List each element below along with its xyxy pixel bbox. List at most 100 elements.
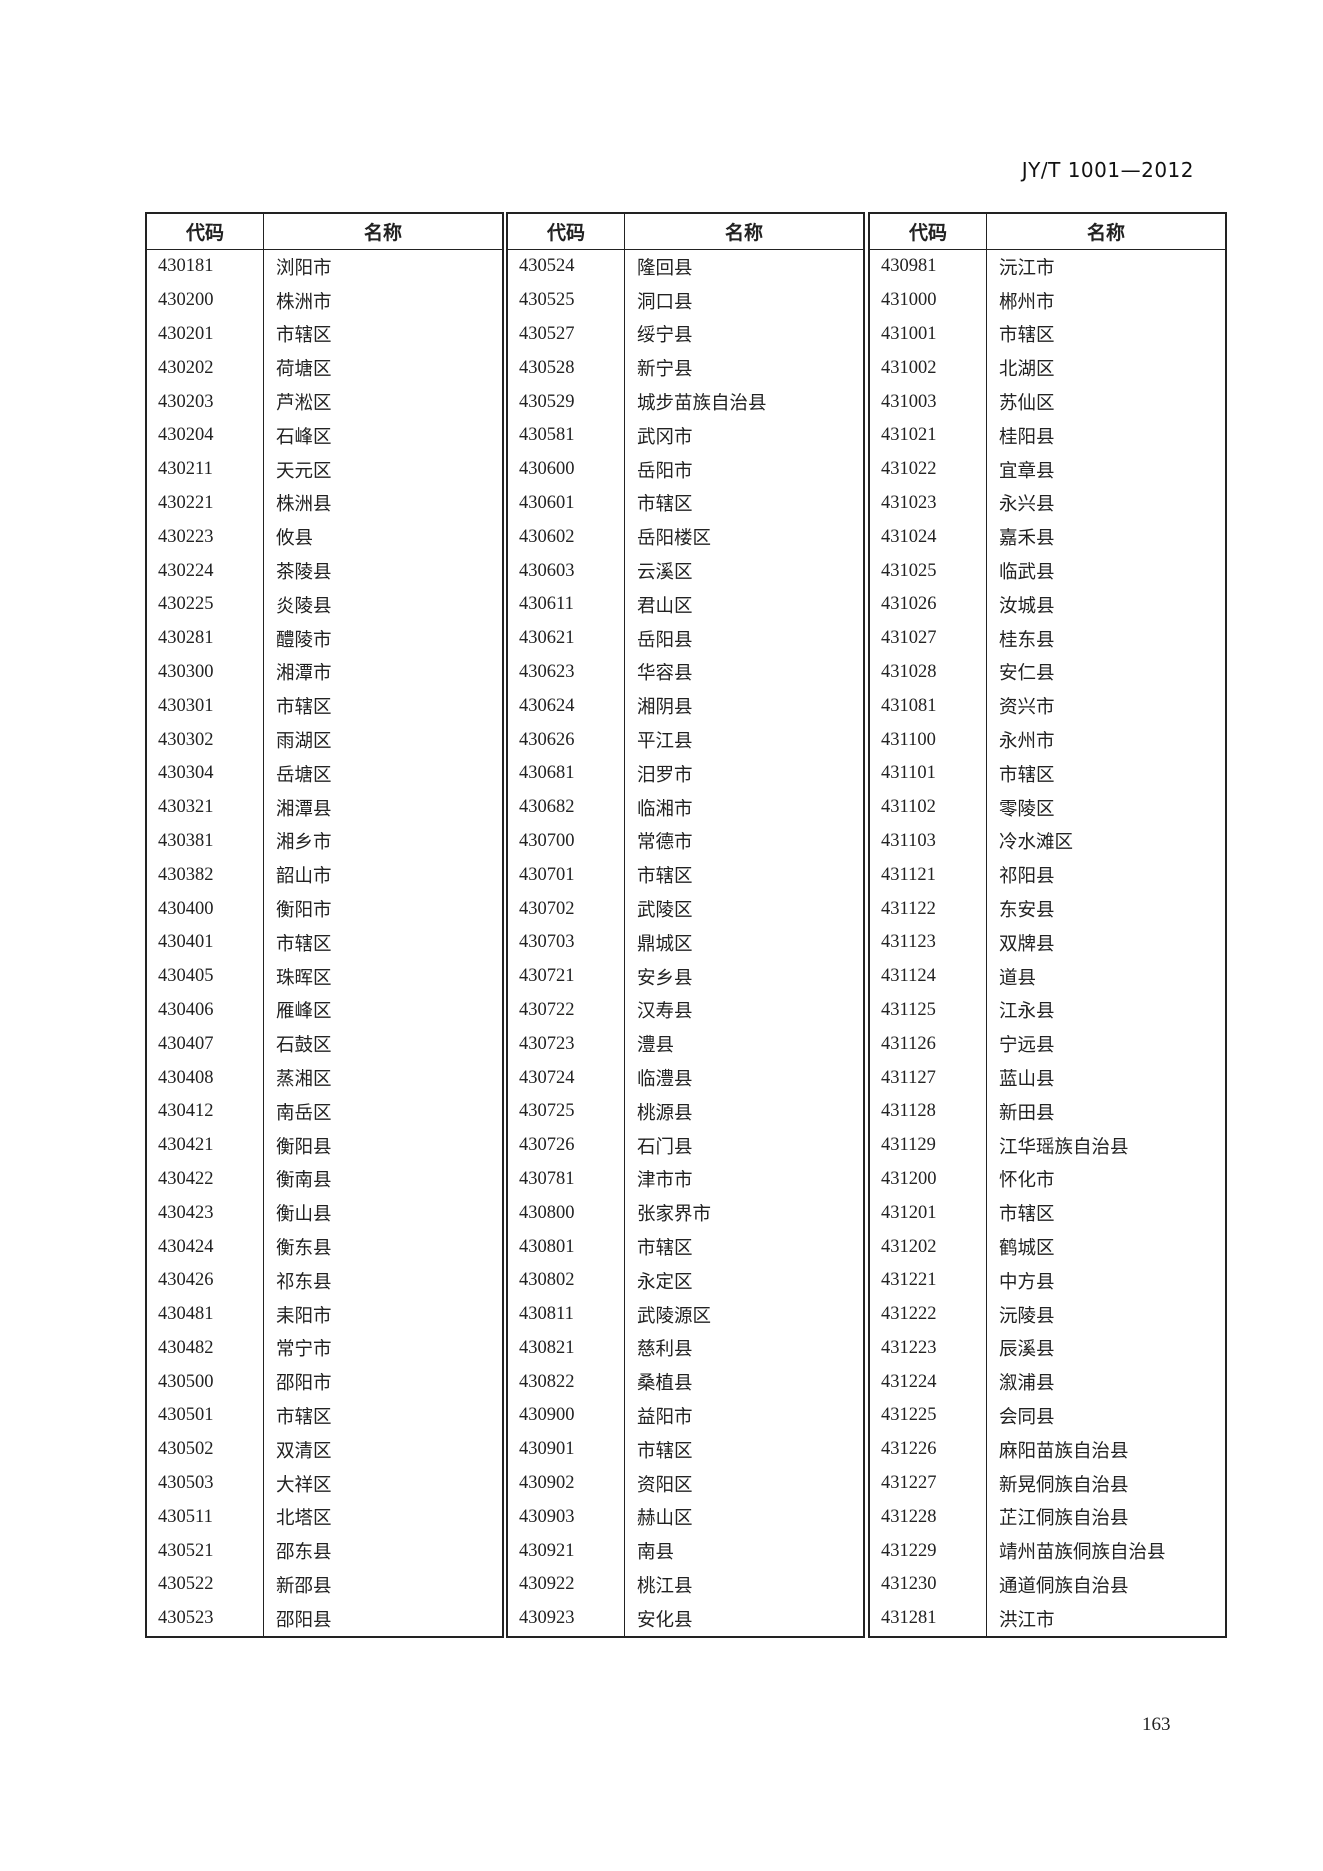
table-row: 430901 市辖区 bbox=[507, 1432, 864, 1467]
name-cell: 临武县 bbox=[999, 562, 1055, 584]
code-cell: 430603 bbox=[507, 554, 625, 588]
column-header-code: 代码 bbox=[146, 213, 264, 250]
table-row: 430623 华容县 bbox=[507, 655, 864, 690]
name-cell: 平江县 bbox=[637, 731, 693, 753]
table-row: 430781 津市市 bbox=[507, 1162, 864, 1197]
name-cell: 市辖区 bbox=[999, 764, 1055, 786]
code-cell: 430421 bbox=[146, 1128, 264, 1163]
code-cell: 430521 bbox=[146, 1534, 264, 1569]
name-cell: 新邵县 bbox=[276, 1575, 332, 1597]
name-cell: 蓝山县 bbox=[999, 1069, 1055, 1091]
code-cell: 431221 bbox=[869, 1263, 987, 1298]
table-row: 430702 武陵区 bbox=[507, 892, 864, 926]
header-row: 代码 名称 bbox=[146, 213, 503, 250]
name-cell: 市辖区 bbox=[276, 1406, 332, 1428]
table-row: 430204 石峰区 bbox=[146, 418, 503, 453]
table-row: 430581 武冈市 bbox=[507, 418, 864, 453]
code-cell: 431228 bbox=[869, 1500, 987, 1535]
table-row: 430503 大祥区 bbox=[146, 1466, 503, 1501]
code-cell: 431230 bbox=[869, 1568, 987, 1602]
name-cell: 冷水滩区 bbox=[999, 832, 1074, 854]
name-cell: 慈利县 bbox=[637, 1339, 693, 1361]
name-cell: 醴陵市 bbox=[276, 629, 332, 651]
name-cell: 鼎城区 bbox=[637, 933, 693, 955]
name-cell: 益阳市 bbox=[637, 1406, 693, 1428]
table-row: 431200 怀化市 bbox=[869, 1162, 1226, 1197]
name-cell: 攸县 bbox=[276, 528, 314, 550]
table-row: 431024 嘉禾县 bbox=[869, 520, 1226, 555]
code-cell: 430900 bbox=[507, 1399, 625, 1433]
table-row: 430407 石鼓区 bbox=[146, 1027, 503, 1062]
name-cell: 桂东县 bbox=[999, 629, 1055, 651]
name-cell: 市辖区 bbox=[276, 697, 332, 719]
table-row: 430681 汨罗市 bbox=[507, 756, 864, 791]
name-cell: 岳阳县 bbox=[637, 629, 693, 651]
code-cell: 430525 bbox=[507, 283, 625, 318]
table-row: 430422 衡南县 bbox=[146, 1162, 503, 1197]
code-cell: 430202 bbox=[146, 351, 264, 386]
code-cell: 430524 bbox=[507, 249, 625, 284]
name-cell: 市辖区 bbox=[637, 1238, 693, 1259]
table-row: 430528 新宁县 bbox=[507, 351, 864, 386]
code-cell: 430703 bbox=[507, 925, 625, 960]
code-cell: 430501 bbox=[146, 1399, 264, 1433]
table-row: 430603 云溪区 bbox=[507, 554, 864, 588]
name-cell: 芦淞区 bbox=[276, 393, 332, 415]
name-cell: 衡南县 bbox=[276, 1170, 332, 1192]
name-cell: 浏阳市 bbox=[276, 257, 332, 279]
code-cell: 430725 bbox=[507, 1094, 625, 1129]
name-cell: 澧县 bbox=[637, 1035, 675, 1057]
code-cell: 430400 bbox=[146, 892, 264, 926]
table-row: 430400 衡阳市 bbox=[146, 892, 503, 926]
name-cell: 市辖区 bbox=[276, 325, 332, 347]
name-cell: 武冈市 bbox=[637, 426, 693, 448]
code-cell: 430624 bbox=[507, 689, 625, 724]
table-row: 430200 株洲市 bbox=[146, 283, 503, 318]
table-row: 430405 珠晖区 bbox=[146, 959, 503, 994]
table-row: 430902 资阳区 bbox=[507, 1466, 864, 1501]
name-cell: 珠晖区 bbox=[276, 967, 332, 989]
name-cell: 岳阳楼区 bbox=[637, 528, 712, 550]
code-cell: 430701 bbox=[507, 858, 625, 893]
name-cell: 洞口县 bbox=[637, 291, 693, 313]
name-cell: 衡阳县 bbox=[276, 1136, 332, 1158]
name-cell: 市辖区 bbox=[276, 933, 332, 955]
code-cell: 431124 bbox=[869, 959, 987, 994]
code-cell: 430382 bbox=[146, 858, 264, 893]
name-cell: 安化县 bbox=[637, 1609, 693, 1631]
name-cell: 岳阳市 bbox=[637, 460, 693, 482]
table-row: 431127 蓝山县 bbox=[869, 1061, 1226, 1095]
code-cell: 431122 bbox=[869, 892, 987, 926]
code-cell: 431121 bbox=[869, 858, 987, 893]
code-cell: 430200 bbox=[146, 283, 264, 318]
name-cell: 溆浦县 bbox=[999, 1373, 1055, 1395]
code-cell: 431026 bbox=[869, 587, 987, 622]
code-cell: 431281 bbox=[869, 1601, 987, 1637]
table-row: 430524 隆回县 bbox=[507, 249, 864, 284]
code-cell: 430422 bbox=[146, 1162, 264, 1197]
table-row: 431229 靖州苗族侗族自治县 bbox=[869, 1534, 1226, 1569]
code-cell: 430424 bbox=[146, 1230, 264, 1264]
name-cell: 市辖区 bbox=[637, 494, 693, 516]
code-cell: 430700 bbox=[507, 824, 625, 859]
name-cell: 通道侗族自治县 bbox=[999, 1575, 1129, 1597]
table-row: 431026 汝城县 bbox=[869, 587, 1226, 622]
code-cell: 431127 bbox=[869, 1061, 987, 1095]
name-cell: 炎陵县 bbox=[276, 595, 332, 617]
code-cell: 431226 bbox=[869, 1432, 987, 1467]
table-row: 431230 通道侗族自治县 bbox=[869, 1568, 1226, 1602]
code-cell: 430822 bbox=[507, 1365, 625, 1400]
name-cell: 汝城县 bbox=[999, 595, 1055, 617]
code-cell: 430321 bbox=[146, 790, 264, 825]
name-cell: 绥宁县 bbox=[637, 325, 693, 347]
table-row: 430800 张家界市 bbox=[507, 1196, 864, 1231]
code-cell: 430502 bbox=[146, 1432, 264, 1467]
code-cell: 431001 bbox=[869, 317, 987, 352]
code-cell: 430481 bbox=[146, 1297, 264, 1332]
table-row: 430202 荷塘区 bbox=[146, 351, 503, 386]
table-row: 430922 桃江县 bbox=[507, 1568, 864, 1602]
table-row: 430529 城步苗族自治县 bbox=[507, 385, 864, 419]
table-row: 430423 衡山县 bbox=[146, 1196, 503, 1231]
table-row: 430601 市辖区 bbox=[507, 486, 864, 521]
code-cell: 430522 bbox=[146, 1568, 264, 1602]
